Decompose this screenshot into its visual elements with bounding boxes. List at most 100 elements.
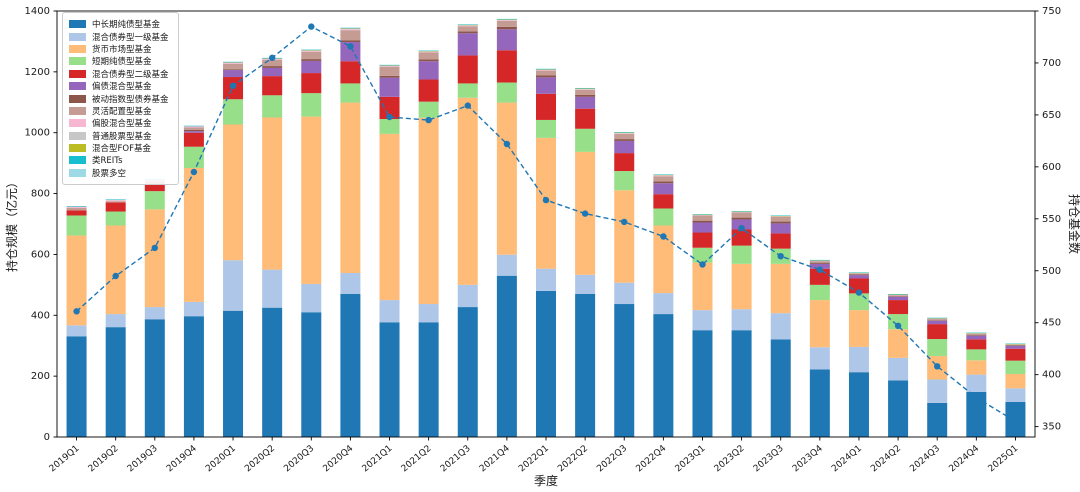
bar-segment — [692, 310, 713, 331]
y-tick-label-left: 1000 — [25, 128, 50, 139]
bar-segment — [496, 19, 517, 21]
bar-segment — [575, 88, 596, 90]
legend-item: 混合债券型一级基金 — [69, 30, 169, 43]
bar-segment — [770, 216, 791, 217]
bar-segment — [927, 320, 948, 321]
bar-segment — [888, 300, 909, 315]
bar-segment — [105, 202, 126, 212]
bar-segment — [144, 307, 165, 320]
bar-segment — [731, 211, 752, 212]
bar-segment — [301, 60, 322, 74]
legend-swatch — [69, 119, 86, 128]
bar-segment — [575, 94, 596, 97]
bar-segment — [301, 50, 322, 51]
legend-swatch — [69, 106, 86, 115]
legend-swatch — [69, 20, 86, 29]
x-tick-label: 2019Q3 — [126, 444, 160, 475]
x-tick-label: 2021Q2 — [400, 444, 434, 475]
bar-segment — [223, 99, 244, 125]
y-tick-label-left: 200 — [31, 371, 50, 382]
bar-segment — [770, 216, 791, 217]
bar-segment — [418, 101, 439, 118]
y-tick-label-right: 500 — [1042, 266, 1061, 277]
legend-label: 类REITs — [92, 156, 123, 167]
bar-segment — [653, 314, 674, 437]
bar-segment — [575, 96, 596, 109]
bar-segment — [692, 247, 713, 263]
bar-segment — [301, 49, 322, 51]
bar-segment — [183, 127, 204, 130]
bar-segment — [1005, 344, 1026, 346]
x-tick-label: 2023Q3 — [752, 444, 786, 475]
bar-segment — [770, 215, 791, 216]
bar-segment — [966, 332, 987, 334]
bars-layer — [66, 18, 1026, 437]
legend-swatch — [69, 168, 86, 177]
legend-item: 混合债券型二级基金 — [69, 68, 169, 80]
bar-segment — [379, 77, 400, 97]
bar-segment — [66, 235, 87, 326]
bar-segment — [692, 214, 713, 216]
bar-segment — [614, 171, 635, 191]
legend-swatch — [69, 32, 86, 41]
x-tick-label: 2022Q1 — [517, 444, 551, 475]
legend-swatch — [69, 57, 86, 66]
line-marker — [542, 196, 550, 204]
bar-segment — [1005, 346, 1026, 349]
bar-segment — [770, 339, 791, 437]
bar-segment — [536, 119, 556, 138]
legend-item: 普通股票型基金 — [69, 130, 169, 142]
bar-segment — [888, 357, 909, 381]
bar-segment — [223, 63, 244, 70]
y-tick-label-right: 700 — [1042, 58, 1061, 69]
bar-segment — [888, 294, 909, 295]
bar-segment — [66, 325, 87, 337]
legend-label: 被动指数型债券基金 — [92, 94, 169, 105]
bar-segment — [379, 65, 400, 67]
bar-segment — [223, 69, 244, 71]
bar-segment — [457, 24, 478, 26]
x-tick-label: 2019Q1 — [48, 444, 82, 475]
bar-segment — [731, 219, 752, 230]
legend-label: 中长期纯债型基金 — [92, 20, 161, 31]
bar-segment — [340, 30, 361, 41]
x-tick-label: 2023Q2 — [713, 444, 747, 475]
y-tick-label-left: 800 — [31, 189, 50, 200]
line-marker — [347, 43, 354, 50]
bar-segment — [731, 229, 752, 246]
bar-segment — [496, 29, 517, 51]
bar-segment — [301, 51, 322, 60]
bar-segment — [692, 220, 713, 223]
bar-segment — [105, 225, 126, 315]
y-tick-label-right: 600 — [1042, 162, 1061, 173]
bar-segment — [966, 332, 987, 334]
line-marker — [269, 54, 276, 61]
bar-segment — [496, 82, 517, 103]
bar-segment — [223, 62, 244, 63]
x-tick-label: 2024Q1 — [830, 444, 864, 475]
bar-segment — [536, 70, 556, 76]
bar-segment — [262, 269, 283, 308]
bar-segment — [888, 295, 909, 297]
bar-segment — [966, 339, 987, 350]
line-marker — [777, 253, 784, 260]
bar-segment — [927, 317, 948, 319]
bar-segment — [418, 50, 439, 52]
bar-segment — [966, 333, 987, 336]
bar-segment — [262, 59, 283, 67]
bar-segment — [301, 73, 322, 94]
bar-segment — [301, 93, 322, 117]
bar-segment — [66, 207, 87, 211]
bar-segment — [379, 64, 400, 66]
bar-segment — [966, 333, 987, 334]
bar-segment — [966, 391, 987, 437]
bar-segment — [848, 372, 869, 437]
bar-segment — [614, 153, 635, 172]
legend-label: 混合型FOF基金 — [92, 144, 151, 155]
bar-segment — [927, 379, 948, 403]
bar-segment — [457, 83, 478, 98]
legend-item: 偏债混合型基金 — [69, 80, 169, 92]
bar-segment — [653, 175, 674, 176]
bar-segment — [848, 275, 869, 279]
